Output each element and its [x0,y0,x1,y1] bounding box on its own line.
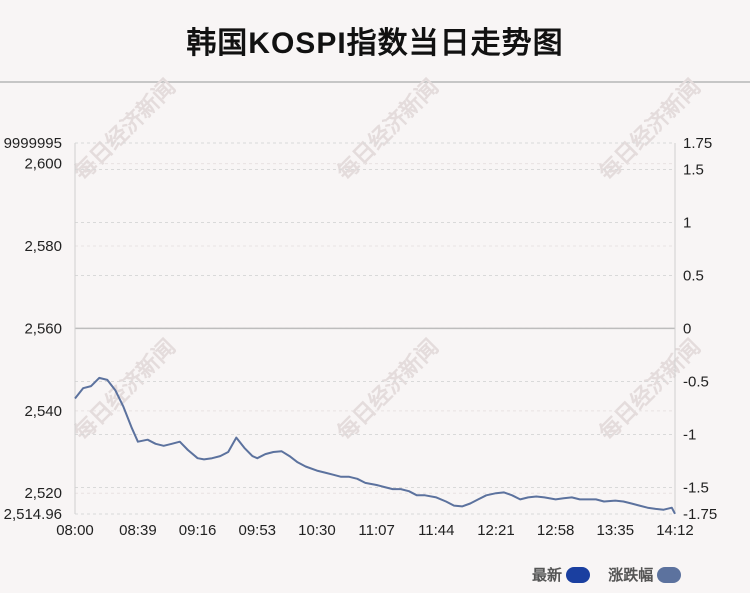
watermark-text: 每日经济新闻 [332,334,444,446]
x-tick-label: 12:21 [477,522,515,539]
y-right-tick-label: 0.5 [683,268,704,285]
y-right-tick-label: 1.5 [683,162,704,179]
series-line [74,376,676,515]
y-left-top-label: 9999995 [4,135,62,152]
x-tick-label: 10:30 [298,522,336,539]
x-tick-label: 13:35 [597,522,635,539]
x-tick-label: 08:39 [119,522,157,539]
y-left-tick-label: 2,600 [24,156,62,173]
legend-item-change[interactable]: 涨跌幅 [608,564,682,585]
y-axis-left-labels: 9999995 2,600 2,580 2,560 2,540 2,520 2,514.96 [4,135,62,523]
y-axis-right-labels: 1.75 1.5 1 0.5 0 -0.5 -1 -1.5 -1.75 [683,135,717,523]
y-left-tick-label: 2,560 [24,320,62,337]
axes [74,143,676,514]
x-tick-label: 09:53 [238,522,276,539]
x-tick-label: 11:07 [358,522,394,539]
x-tick-label: 12:58 [537,522,575,539]
legend-swatch-latest [566,566,591,583]
y-left-tick-label: 2,580 [24,238,62,255]
x-tick-label: 09:16 [179,522,217,539]
title-divider [0,81,750,83]
chart-title: 韩国KOSPI指数当日走势图 [186,27,564,60]
x-axis-labels: 08:00 08:39 09:16 09:53 10:30 11:07 11:44 12:21… [56,522,694,539]
y-right-tick-label: -1 [683,427,696,444]
legend-swatch-change [657,566,682,583]
x-tick-label: 14:12 [656,522,694,539]
y-right-tick-label: -1.5 [683,480,709,497]
x-tick-label: 08:00 [56,522,94,539]
y-left-tick-label: 2,540 [24,403,62,420]
x-tick-label: 11:44 [418,522,454,539]
legend-label-change: 涨跌幅 [608,567,654,584]
y-right-tick-label: -0.5 [683,374,709,391]
legend-label-latest: 最新 [532,567,563,584]
legend-item-latest[interactable]: 最新 [532,564,591,585]
y-right-tick-label: 1.75 [683,135,712,152]
watermark-text: 每日经济新闻 [69,334,181,446]
legend: 最新 涨跌幅 [532,564,695,585]
y-right-tick-label: -1.75 [683,506,717,523]
grid-lines [75,142,675,515]
y-left-tick-label: 2,520 [24,485,62,502]
series-lines [74,376,676,515]
y-right-tick-label: 1 [683,215,691,232]
y-right-tick-label: 0 [683,321,691,338]
y-left-bottom-label: 2,514.96 [4,506,62,523]
